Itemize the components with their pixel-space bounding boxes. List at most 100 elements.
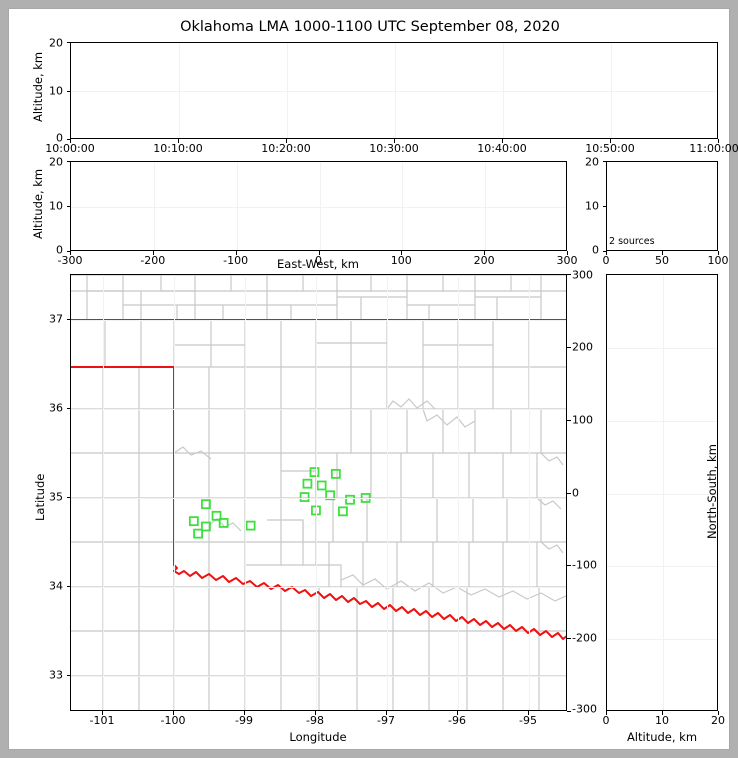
x-tick-label: 11:00:00 <box>689 142 738 155</box>
x-tick-label: 10:20:00 <box>261 142 311 155</box>
axis-tick <box>602 206 606 207</box>
time-height-plot[interactable] <box>70 42 718 139</box>
axis-tick <box>318 251 320 255</box>
axis-tick <box>401 251 403 255</box>
axis-tick <box>528 711 529 715</box>
lma-station-marker <box>316 480 327 491</box>
gridline <box>402 162 404 250</box>
axis-tick <box>66 408 70 409</box>
axis-tick <box>606 251 607 255</box>
lma-station-marker <box>245 520 256 531</box>
axis-tick <box>394 139 395 143</box>
gridline <box>71 587 566 588</box>
axis-tick <box>66 319 70 320</box>
gridline <box>179 43 180 138</box>
gridline <box>529 275 530 710</box>
axis-tick <box>235 251 237 255</box>
axis-tick <box>567 638 571 640</box>
axis-tick <box>718 711 719 715</box>
lma-station-marker <box>218 518 229 528</box>
axis-tick <box>602 161 606 162</box>
x-tick-label: -98 <box>306 714 324 727</box>
gridline <box>71 409 566 410</box>
x-tick-label: -300 <box>57 254 83 267</box>
gridline <box>485 162 487 250</box>
axis-tick <box>662 251 663 255</box>
x-tick-label: 50 <box>655 254 669 267</box>
figure-canvas: Oklahoma LMA 1000-1100 UTC September 08,… <box>8 8 738 750</box>
gridline <box>395 43 396 138</box>
axis-tick <box>567 274 571 275</box>
lma-station-marker <box>188 516 199 527</box>
axis-tick <box>286 139 287 143</box>
axis-tick <box>66 206 70 207</box>
plan-view-map-plot[interactable] <box>70 274 567 711</box>
y-tick-label: 34 <box>49 579 63 593</box>
y-tick-label: 10 <box>585 199 599 213</box>
x-tick-label: -99 <box>235 714 253 727</box>
x-tick-label: 100 <box>707 254 729 267</box>
axis-tick <box>484 251 486 255</box>
x-tick-label: 10:50:00 <box>585 142 635 155</box>
lma-station-marker <box>311 505 321 516</box>
right-y-tick-label: 300 <box>572 268 593 282</box>
gridline <box>611 43 612 138</box>
y-tick-label: 10 <box>49 199 63 213</box>
right-y-tick-label: -200 <box>572 631 597 645</box>
gridline <box>153 162 155 250</box>
lma-station-marker <box>325 490 336 501</box>
gridline <box>287 43 288 138</box>
axis-tick <box>66 139 70 140</box>
map-geometry <box>71 275 566 710</box>
altitude-histogram-plot[interactable] <box>606 161 718 251</box>
x-tick-label: 0 <box>602 714 610 727</box>
gridline <box>458 275 459 710</box>
x-tick-label: -95 <box>519 714 537 727</box>
y-tick-label: 20 <box>585 155 599 169</box>
lma-station-marker <box>309 467 320 478</box>
east-west-height-plot[interactable] <box>70 161 567 251</box>
x-tick-label: -101 <box>89 714 115 727</box>
y-tick-label: 10 <box>49 84 63 97</box>
axis-tick <box>606 711 607 715</box>
gridline <box>71 676 566 677</box>
x-tick-label: 100 <box>390 254 412 267</box>
gridline <box>607 639 717 641</box>
y-axis-title: Altitude, km <box>31 51 45 122</box>
axis-tick <box>567 565 571 567</box>
north-south-altitude-plot[interactable] <box>606 274 718 711</box>
x-tick-label: 10 <box>655 714 669 727</box>
y-tick-label: 35 <box>49 490 63 504</box>
axis-tick <box>457 711 458 715</box>
lma-station-marker <box>200 521 211 532</box>
gridline <box>663 275 664 710</box>
axis-tick <box>610 139 611 143</box>
y-tick-label: 0 <box>56 243 63 257</box>
axis-tick <box>178 139 179 143</box>
y-tick-label: 0 <box>56 131 63 145</box>
gridline <box>607 493 717 495</box>
lma-station-marker <box>345 494 355 505</box>
x-axis-title: East-West, km <box>277 257 359 271</box>
x-tick-label: 10:10:00 <box>153 142 203 155</box>
axis-tick <box>386 711 387 715</box>
y-tick-label: 36 <box>49 401 63 415</box>
x-tick-label: -97 <box>377 714 395 727</box>
lma-station-marker <box>211 510 222 521</box>
gridline <box>503 43 504 138</box>
y-axis-title: Altitude, km <box>31 168 45 239</box>
axis-tick <box>718 139 719 143</box>
lma-station-marker <box>299 492 310 502</box>
gridline <box>71 207 566 208</box>
right-y-tick-label: -300 <box>572 702 597 716</box>
y-tick-label: 0 <box>592 243 599 257</box>
axis-tick <box>152 251 154 255</box>
x-tick-label: -96 <box>448 714 466 727</box>
axis-tick <box>66 497 70 498</box>
right-y-tick-label: 200 <box>572 340 593 354</box>
gridline <box>319 162 321 250</box>
x-axis-title: Longitude <box>289 730 347 744</box>
axis-tick <box>602 251 606 252</box>
axis-tick <box>66 251 70 252</box>
x-axis-title: Altitude, km <box>626 730 698 744</box>
